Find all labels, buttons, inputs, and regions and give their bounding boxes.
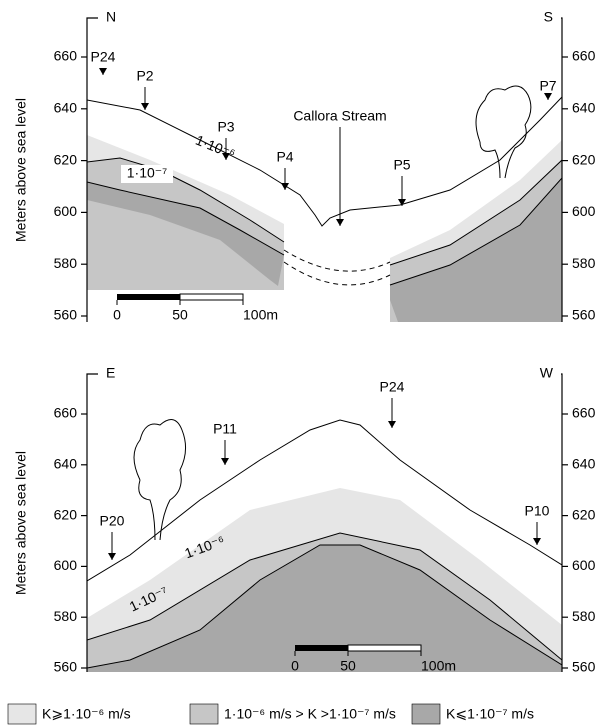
end-label: N bbox=[106, 9, 116, 25]
y-tick-label: 660 bbox=[572, 405, 596, 421]
y-tick-label: 640 bbox=[54, 456, 78, 472]
scale-label: 50 bbox=[340, 658, 356, 674]
y-tick-label: 580 bbox=[572, 608, 596, 624]
y-tick-label: 560 bbox=[54, 307, 78, 323]
legend-swatch bbox=[189, 703, 219, 725]
y-tick-label: 620 bbox=[54, 151, 78, 167]
end-label: E bbox=[106, 365, 115, 381]
arrow-head bbox=[281, 183, 289, 190]
scale-label: 100m bbox=[421, 658, 456, 674]
section-1 bbox=[87, 85, 562, 322]
arrow-head bbox=[336, 219, 344, 226]
isoline bbox=[87, 181, 285, 256]
isoline-label: 1·10⁻⁷ bbox=[127, 165, 167, 181]
scale-label: 100m bbox=[243, 307, 278, 323]
isoline bbox=[87, 157, 285, 243]
location-label: P11 bbox=[213, 421, 237, 437]
y-tick-label: 600 bbox=[54, 557, 78, 573]
isoline bbox=[389, 177, 562, 286]
isoline bbox=[87, 544, 562, 669]
scale-bar bbox=[295, 645, 348, 651]
arrow-head bbox=[222, 153, 230, 160]
y-tick-label: 660 bbox=[572, 48, 596, 64]
arrow-head bbox=[388, 421, 396, 428]
axis bbox=[561, 17, 563, 322]
arrow-head bbox=[141, 103, 149, 110]
location-label: Callora Stream bbox=[293, 108, 386, 124]
isoline-dashed bbox=[283, 261, 391, 286]
y-tick-label: 580 bbox=[572, 255, 596, 271]
y-tick-label: 560 bbox=[572, 659, 596, 675]
zone-low-k bbox=[87, 182, 284, 286]
y-tick-label: 600 bbox=[572, 557, 596, 573]
arrow-head bbox=[221, 458, 229, 465]
y-tick-label: 580 bbox=[54, 608, 78, 624]
arrow-head bbox=[99, 68, 107, 75]
arrow-head bbox=[544, 93, 552, 100]
location-label: P5 bbox=[393, 157, 410, 173]
location-label: P24 bbox=[91, 49, 116, 65]
arrow-head bbox=[108, 553, 116, 560]
legend-label: K⩾1·10⁻⁶ m/s bbox=[42, 706, 131, 722]
location-label: P4 bbox=[276, 149, 293, 165]
tree bbox=[475, 85, 532, 179]
ground-surface bbox=[87, 96, 562, 227]
scale-bar bbox=[179, 293, 244, 301]
axis bbox=[561, 373, 563, 672]
location-label: P20 bbox=[100, 513, 125, 529]
scale-label: 50 bbox=[172, 307, 188, 323]
arrow-head bbox=[533, 538, 541, 545]
y-tick-label: 560 bbox=[572, 307, 596, 323]
y-tick-label: 660 bbox=[54, 48, 78, 64]
legend-label: 1·10⁻⁶ m/s > K >1·10⁻⁷ m/s bbox=[224, 706, 396, 722]
scale-bar bbox=[347, 644, 422, 652]
legend-swatch bbox=[411, 703, 441, 725]
ground-surface bbox=[87, 419, 562, 582]
arrow-head bbox=[398, 199, 406, 206]
y-tick-label: 600 bbox=[54, 203, 78, 219]
section-2 bbox=[87, 419, 562, 672]
zone-low-k bbox=[390, 178, 562, 322]
legend-label: K⩽1·10⁻⁷ m/s bbox=[446, 706, 534, 722]
scale-bar bbox=[117, 294, 180, 300]
tree bbox=[133, 419, 186, 541]
y-tick-label: 640 bbox=[572, 100, 596, 116]
y-tick-label: 580 bbox=[54, 255, 78, 271]
isoline-dashed bbox=[283, 249, 391, 272]
y-tick-label: 620 bbox=[572, 506, 596, 522]
location-label: P2 bbox=[136, 68, 153, 84]
location-label: P7 bbox=[539, 78, 556, 94]
y-tick-label: 620 bbox=[54, 506, 78, 522]
y-tick-label: 640 bbox=[54, 100, 78, 116]
axis bbox=[86, 17, 98, 322]
axis bbox=[86, 373, 98, 672]
scale-label: 0 bbox=[113, 307, 121, 323]
location-label: P10 bbox=[525, 503, 550, 519]
y-tick-label: 620 bbox=[572, 151, 596, 167]
end-label: S bbox=[544, 9, 553, 25]
isoline bbox=[389, 159, 562, 266]
legend-swatch bbox=[7, 703, 37, 725]
y-axis-label: Meters above sea level bbox=[13, 451, 29, 595]
zone-low-k bbox=[87, 545, 562, 672]
label-box bbox=[121, 165, 173, 183]
y-tick-label: 560 bbox=[54, 659, 78, 675]
scale-label: 0 bbox=[291, 658, 299, 674]
y-tick-label: 640 bbox=[572, 456, 596, 472]
y-tick-label: 600 bbox=[572, 203, 596, 219]
isoline bbox=[87, 532, 562, 661]
y-axis-label: Meters above sea level bbox=[13, 98, 29, 242]
y-tick-label: 660 bbox=[54, 405, 78, 421]
location-label: P24 bbox=[380, 379, 405, 395]
isoline-label: 1·10⁻⁶ bbox=[193, 132, 237, 162]
location-label: P3 bbox=[217, 119, 234, 135]
end-label: W bbox=[540, 365, 554, 381]
